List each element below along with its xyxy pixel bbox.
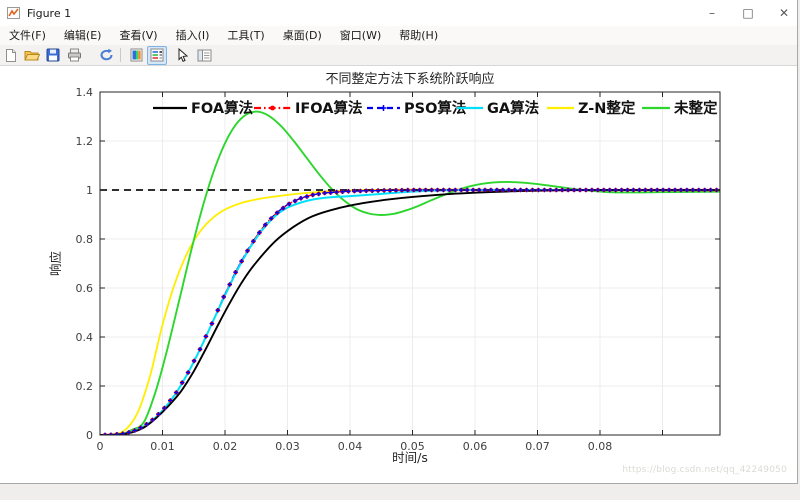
markers-layer xyxy=(102,187,719,435)
window-title: Figure 1 xyxy=(27,6,72,20)
legend: FOA算法 IFOA算法 PSO算法 GA算法 Z-N整定 未整定 xyxy=(153,99,718,117)
x-tick-label: 0.04 xyxy=(338,440,363,453)
y-tick-label: 0.4 xyxy=(76,331,94,344)
matlab-figure-icon xyxy=(7,7,20,19)
axes-box xyxy=(99,91,721,436)
figure-canvas: 0 0.01 0.02 0.03 0.04 0.05 0.06 0.07 0.08 0 0.2 0.4… xyxy=(0,66,797,483)
legend-item-4[interactable]: GA算法 xyxy=(457,99,539,117)
figure-window: Figure 1 – □ ✕ 文件(F) 编辑(E) 查看(V) 插入(I) 工具(T)… xyxy=(0,0,798,484)
legend-label: GA算法 xyxy=(487,99,539,117)
new-document-icon[interactable] xyxy=(1,46,21,65)
x-axis-label: 时间/s xyxy=(392,450,428,465)
legend-item-1[interactable]: FOA算法 xyxy=(153,99,253,117)
insert-colorbar-icon[interactable] xyxy=(126,46,146,65)
legend-label: FOA算法 xyxy=(191,99,253,117)
x-tick-label: 0 xyxy=(97,440,104,453)
y-tick-label: 1.2 xyxy=(76,135,94,148)
legend-label: 未整定 xyxy=(673,99,718,117)
y-tick-label: 1 xyxy=(86,184,93,197)
menu-item-3[interactable]: 查看(V) xyxy=(119,29,158,42)
minimize-button[interactable]: – xyxy=(709,6,715,20)
property-editor-icon[interactable] xyxy=(194,46,214,65)
close-button[interactable]: ✕ xyxy=(778,6,790,20)
y-tick-label: 0.6 xyxy=(76,282,94,295)
legend-marker-dot xyxy=(270,105,275,111)
x-tick-label: 0.08 xyxy=(588,440,613,453)
print-icon[interactable] xyxy=(64,46,84,65)
open-folder-icon[interactable] xyxy=(22,46,42,65)
legend-label: Z-N整定 xyxy=(578,99,636,117)
toolbar-separator xyxy=(120,48,121,62)
menu-item-4[interactable]: 插入(I) xyxy=(175,29,210,42)
y-tick-label: 0.8 xyxy=(76,233,94,246)
y-axis-label: 响应 xyxy=(48,251,63,276)
x-tick-label: 0.06 xyxy=(463,440,488,453)
rotate-3d-icon[interactable] xyxy=(96,46,116,65)
legend-item-6[interactable]: 未整定 xyxy=(642,99,718,117)
insert-legend-icon[interactable] xyxy=(147,45,167,65)
chart-title: 不同整定方法下系统阶跃响应 xyxy=(325,71,494,87)
menu-item-7[interactable]: 窗口(W) xyxy=(339,29,382,42)
edit-plot-cursor-icon[interactable] xyxy=(173,46,193,65)
x-tick-label: 0.05 xyxy=(400,440,425,453)
curves-layer xyxy=(100,110,720,435)
save-icon[interactable] xyxy=(43,46,63,65)
title-bar: Figure 1 – □ ✕ xyxy=(0,0,797,26)
legend-item-5[interactable]: Z-N整定 xyxy=(547,99,636,117)
watermark-text: https://blog.csdn.net/qq_42249050 xyxy=(622,465,787,475)
menu-item-1[interactable]: 文件(F) xyxy=(9,29,46,42)
y-tick-label: 1.4 xyxy=(76,86,94,99)
legend-marker-plus xyxy=(380,105,387,111)
legend-item-2[interactable]: IFOA算法 xyxy=(254,99,362,117)
menu-item-8[interactable]: 帮助(H) xyxy=(399,29,439,42)
figure-toolbar xyxy=(0,45,797,66)
menu-item-5[interactable]: 工具(T) xyxy=(227,29,265,42)
legend-label: IFOA算法 xyxy=(295,99,362,117)
x-tick-label: 0.07 xyxy=(525,440,550,453)
legend-label: PSO算法 xyxy=(404,99,466,117)
x-tick-label: 0.03 xyxy=(275,440,300,453)
y-tick-label: 0 xyxy=(86,429,93,442)
x-tick-label: 0.02 xyxy=(213,440,238,453)
x-tick-label: 0.01 xyxy=(150,440,175,453)
legend-item-3[interactable]: PSO算法 xyxy=(367,99,466,117)
y-tick-label: 0.2 xyxy=(76,380,94,393)
menu-item-2[interactable]: 编辑(E) xyxy=(63,29,102,42)
menubar: 文件(F) 编辑(E) 查看(V) 插入(I) 工具(T) 桌面(D) 窗口(W) 帮助(H) xyxy=(0,26,797,45)
maximize-button[interactable]: □ xyxy=(742,6,754,20)
menu-item-6[interactable]: 桌面(D) xyxy=(282,29,322,42)
step-response-chart: 0 0.01 0.02 0.03 0.04 0.05 0.06 0.07 0.08 0 0.2 0.4… xyxy=(48,71,721,465)
